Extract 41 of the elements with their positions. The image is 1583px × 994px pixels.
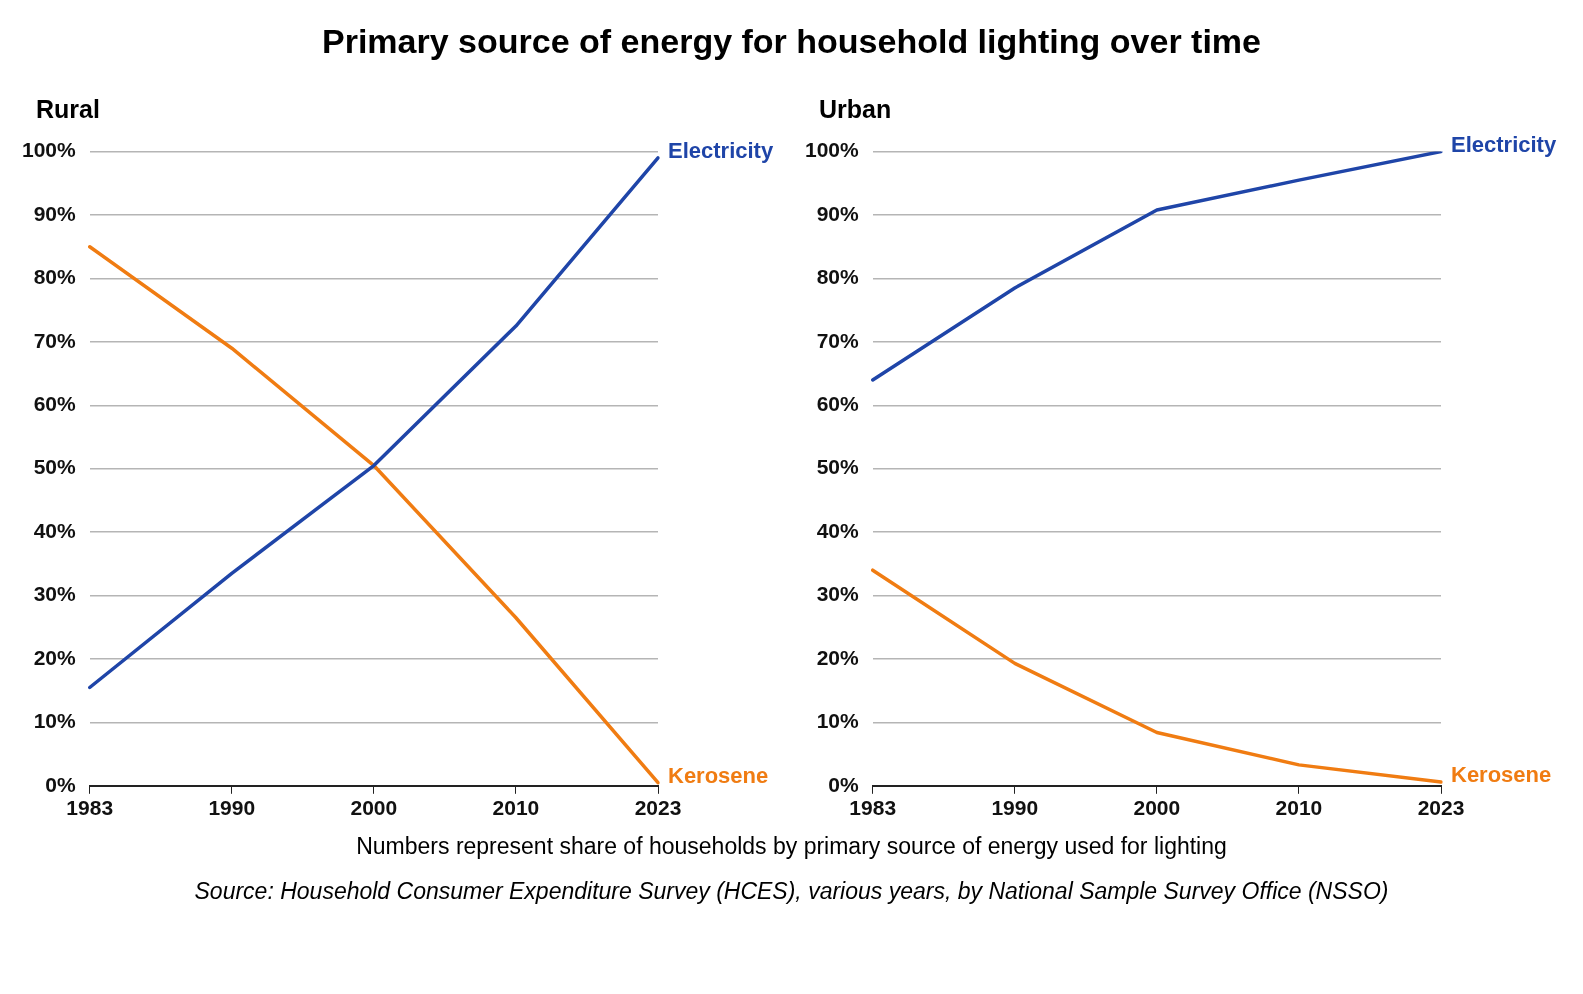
y-tick-label: 0% xyxy=(828,772,860,796)
y-tick-label: 100% xyxy=(21,138,77,162)
y-tick-label: 30% xyxy=(33,582,77,606)
x-tick-label: 2023 xyxy=(634,796,682,820)
y-tick-label: 80% xyxy=(816,265,860,289)
y-tick-label: 60% xyxy=(33,392,77,416)
x-tick-label: 2010 xyxy=(492,796,540,820)
chart-subtitle: Rural xyxy=(36,95,101,125)
y-tick-label: 70% xyxy=(33,328,77,352)
source-note: Source: Household Consumer Expenditure Survey (HCES), various years, by National Sample Survey Office (NSSO) xyxy=(193,878,1390,905)
y-tick-label: 70% xyxy=(816,328,860,352)
x-tick-label: 1983 xyxy=(66,796,114,820)
text: Numbers represent share of households by primary source of energy used for lighting xyxy=(355,833,1228,860)
x-tick-label: 2023 xyxy=(1417,796,1465,820)
y-tick-label: 50% xyxy=(816,455,860,479)
x-tick-label: 2010 xyxy=(1275,796,1323,820)
x-tick-label: 2000 xyxy=(1133,796,1181,820)
y-tick-label: 30% xyxy=(816,582,860,606)
y-tick-label: 90% xyxy=(816,201,860,225)
text: Primary source of energy for household lighting over time xyxy=(321,21,1262,62)
x-tick-label: 1990 xyxy=(208,796,256,820)
y-tick-label: 10% xyxy=(33,709,77,733)
chart-subtitle: Urban xyxy=(819,95,893,125)
y-tick-label: 80% xyxy=(33,265,77,289)
series-label: Kerosene xyxy=(668,762,769,788)
series-label: Electricity xyxy=(1451,131,1557,157)
x-tick-label: 2000 xyxy=(350,796,398,820)
y-tick-label: 0% xyxy=(45,772,77,796)
y-tick-label: 10% xyxy=(816,709,860,733)
y-tick-label: 50% xyxy=(33,455,77,479)
y-tick-label: 20% xyxy=(33,645,77,669)
x-tick-label: 1990 xyxy=(991,796,1039,820)
y-tick-label: 20% xyxy=(816,645,860,669)
x-tick-label: 1983 xyxy=(849,796,897,820)
y-tick-label: 40% xyxy=(33,518,77,542)
series-label: Electricity xyxy=(668,138,774,163)
y-tick-label: 60% xyxy=(816,392,860,416)
y-tick-label: 90% xyxy=(33,201,77,225)
y-tick-label: 40% xyxy=(816,518,860,542)
y-tick-label: 100% xyxy=(804,138,860,162)
series-label: Kerosene xyxy=(1451,762,1552,788)
